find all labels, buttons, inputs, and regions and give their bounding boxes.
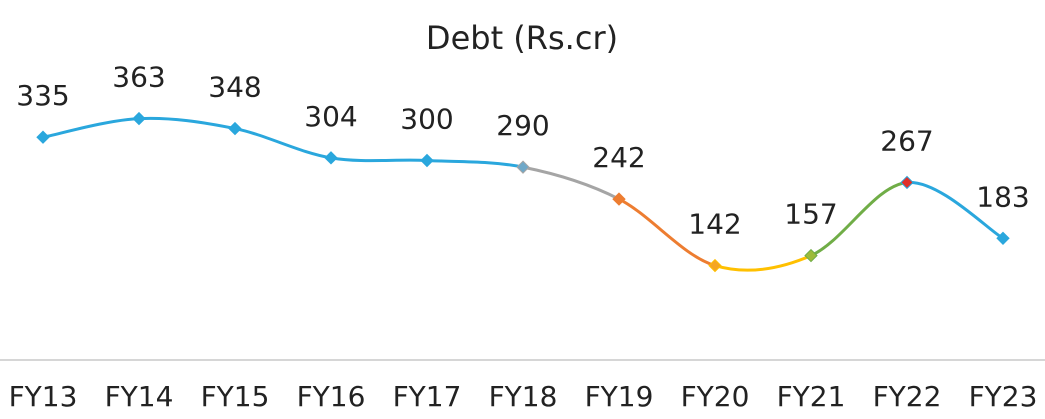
line-segment: [137, 116, 237, 131]
data-label: 142: [688, 208, 741, 241]
marker: [228, 121, 242, 136]
x-tick-label: FY14: [105, 380, 174, 413]
marker: [420, 153, 434, 168]
marker: [612, 192, 626, 206]
line-segment: [425, 159, 525, 169]
marker: [708, 258, 722, 273]
x-tick-label: FY17: [393, 380, 462, 413]
data-label: 157: [784, 198, 837, 231]
marker: [132, 111, 146, 126]
marker: [324, 151, 338, 165]
marker: [900, 175, 914, 190]
data-label: 183: [976, 180, 1029, 213]
line-segment: [41, 117, 141, 139]
line-segment: [713, 254, 813, 272]
x-tick-label: FY13: [9, 380, 78, 413]
x-tick-label: FY19: [585, 380, 654, 413]
data-label: 348: [208, 71, 261, 104]
data-label: 300: [400, 103, 453, 136]
marker: [804, 248, 818, 263]
line-segment: [905, 180, 1005, 240]
line-segment: [233, 127, 333, 160]
data-label: 290: [496, 109, 549, 142]
line-segment: [617, 197, 717, 268]
data-label: 267: [880, 124, 933, 157]
data-label: 242: [592, 141, 645, 174]
marker: [996, 231, 1010, 246]
marker: [516, 160, 530, 174]
line-segment: [521, 165, 621, 201]
data-label: 304: [304, 100, 357, 133]
chart-title: Debt (Rs.cr): [426, 19, 618, 57]
x-tick-label: FY16: [297, 380, 366, 413]
line-segment: [809, 180, 909, 258]
line-segment: [329, 156, 429, 163]
x-tick-label: FY22: [873, 380, 942, 413]
data-label: 363: [112, 61, 165, 94]
marker: [36, 130, 50, 144]
data-label: 335: [16, 79, 69, 112]
x-tick-label: FY15: [201, 380, 270, 413]
x-tick-label: FY20: [681, 380, 750, 413]
x-tick-label: FY23: [969, 380, 1038, 413]
x-tick-label: FY18: [489, 380, 558, 413]
x-tick-label: FY21: [777, 380, 846, 413]
